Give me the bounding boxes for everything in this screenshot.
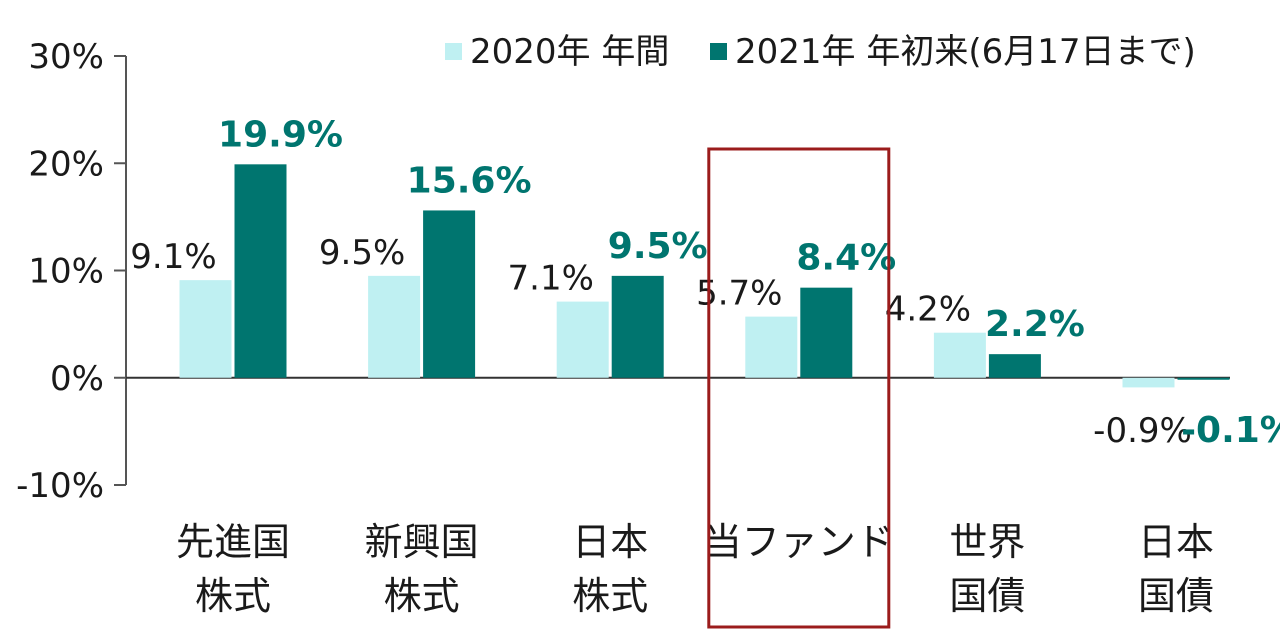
bar-2021-2 xyxy=(611,275,664,378)
data-label-2021-2: 9.5% xyxy=(608,226,708,267)
category-label-5: 日本国債 xyxy=(1138,520,1214,618)
data-label-2021-4: 2.2% xyxy=(985,304,1085,345)
bar-2020-3 xyxy=(745,316,798,378)
category-label-2: 日本株式 xyxy=(572,520,648,618)
data-label-2020-3: 5.7% xyxy=(696,274,782,314)
bar-2021-1 xyxy=(423,210,476,378)
bar-2020-5 xyxy=(1122,377,1175,388)
category-label-0: 先進国株式 xyxy=(176,520,290,618)
y-tick-label: -10% xyxy=(16,466,104,506)
y-tick-label: 30% xyxy=(28,37,104,77)
bar-2020-1 xyxy=(368,275,421,378)
bar-2021-3 xyxy=(800,287,853,378)
bar-2020-0 xyxy=(179,280,232,378)
category-label-3: 当ファンド xyxy=(704,520,894,564)
legend-label-2020: 2020年 年間 xyxy=(470,32,669,72)
bars xyxy=(179,164,1230,388)
data-label-2020-5: -0.9% xyxy=(1093,411,1192,451)
data-label-2021-1: 15.6% xyxy=(407,160,532,201)
legend-swatch-2020 xyxy=(445,43,462,60)
bar-2020-4 xyxy=(933,332,986,378)
highlight-box-fund xyxy=(707,147,891,629)
legend-label-2021: 2021年 年初来(6月17日まで) xyxy=(735,32,1196,72)
bar-2021-0 xyxy=(234,164,287,378)
y-tick-label: 0% xyxy=(50,359,104,399)
bar-2021-4 xyxy=(988,354,1041,378)
data-label-2020-1: 9.5% xyxy=(319,233,405,273)
legend: 2020年 年間 2021年 年初来(6月17日まで) xyxy=(445,32,1196,72)
bar-2021-5 xyxy=(1177,377,1230,380)
bar-labels: 9.1%19.9%9.5%15.6%7.1%9.5%5.7%8.4%4.2% 2.… xyxy=(130,114,1280,451)
y-tick-label: 20% xyxy=(28,144,104,184)
data-label-2020-2: 7.1% xyxy=(508,259,594,299)
legend-swatch-2021 xyxy=(710,43,727,60)
bar-2020-2 xyxy=(556,301,609,378)
data-label-2021-0: 19.9% xyxy=(218,114,343,155)
y-tick-label: 10% xyxy=(28,252,104,292)
data-label-2020-4: 4.2% xyxy=(885,290,971,330)
data-label-2021-5: -0.1% xyxy=(1181,410,1280,451)
data-label-2021-3: 8.4% xyxy=(796,238,896,279)
axes: 30% 20% 10% 0% -10% xyxy=(16,37,1230,506)
data-label-2020-0: 9.1% xyxy=(130,237,216,277)
category-label-4: 世界国債 xyxy=(949,520,1025,618)
category-label-1: 新興国株式 xyxy=(365,520,479,618)
